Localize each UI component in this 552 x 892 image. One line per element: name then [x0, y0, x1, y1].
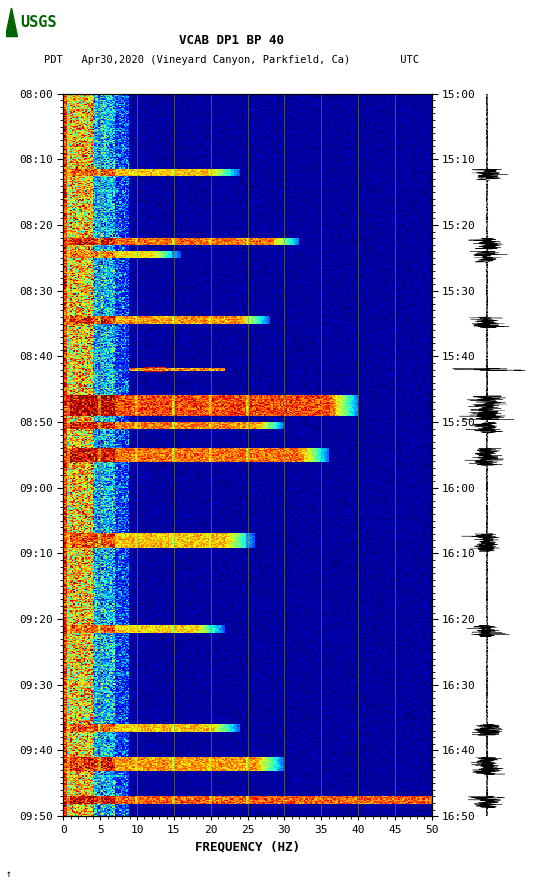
Polygon shape: [6, 8, 18, 37]
Text: VCAB DP1 BP 40: VCAB DP1 BP 40: [179, 34, 284, 46]
Text: PDT   Apr30,2020 (Vineyard Canyon, Parkfield, Ca)        UTC: PDT Apr30,2020 (Vineyard Canyon, Parkfie…: [44, 54, 420, 65]
Text: ↑: ↑: [6, 869, 12, 879]
X-axis label: FREQUENCY (HZ): FREQUENCY (HZ): [195, 841, 300, 854]
Text: USGS: USGS: [20, 15, 57, 29]
